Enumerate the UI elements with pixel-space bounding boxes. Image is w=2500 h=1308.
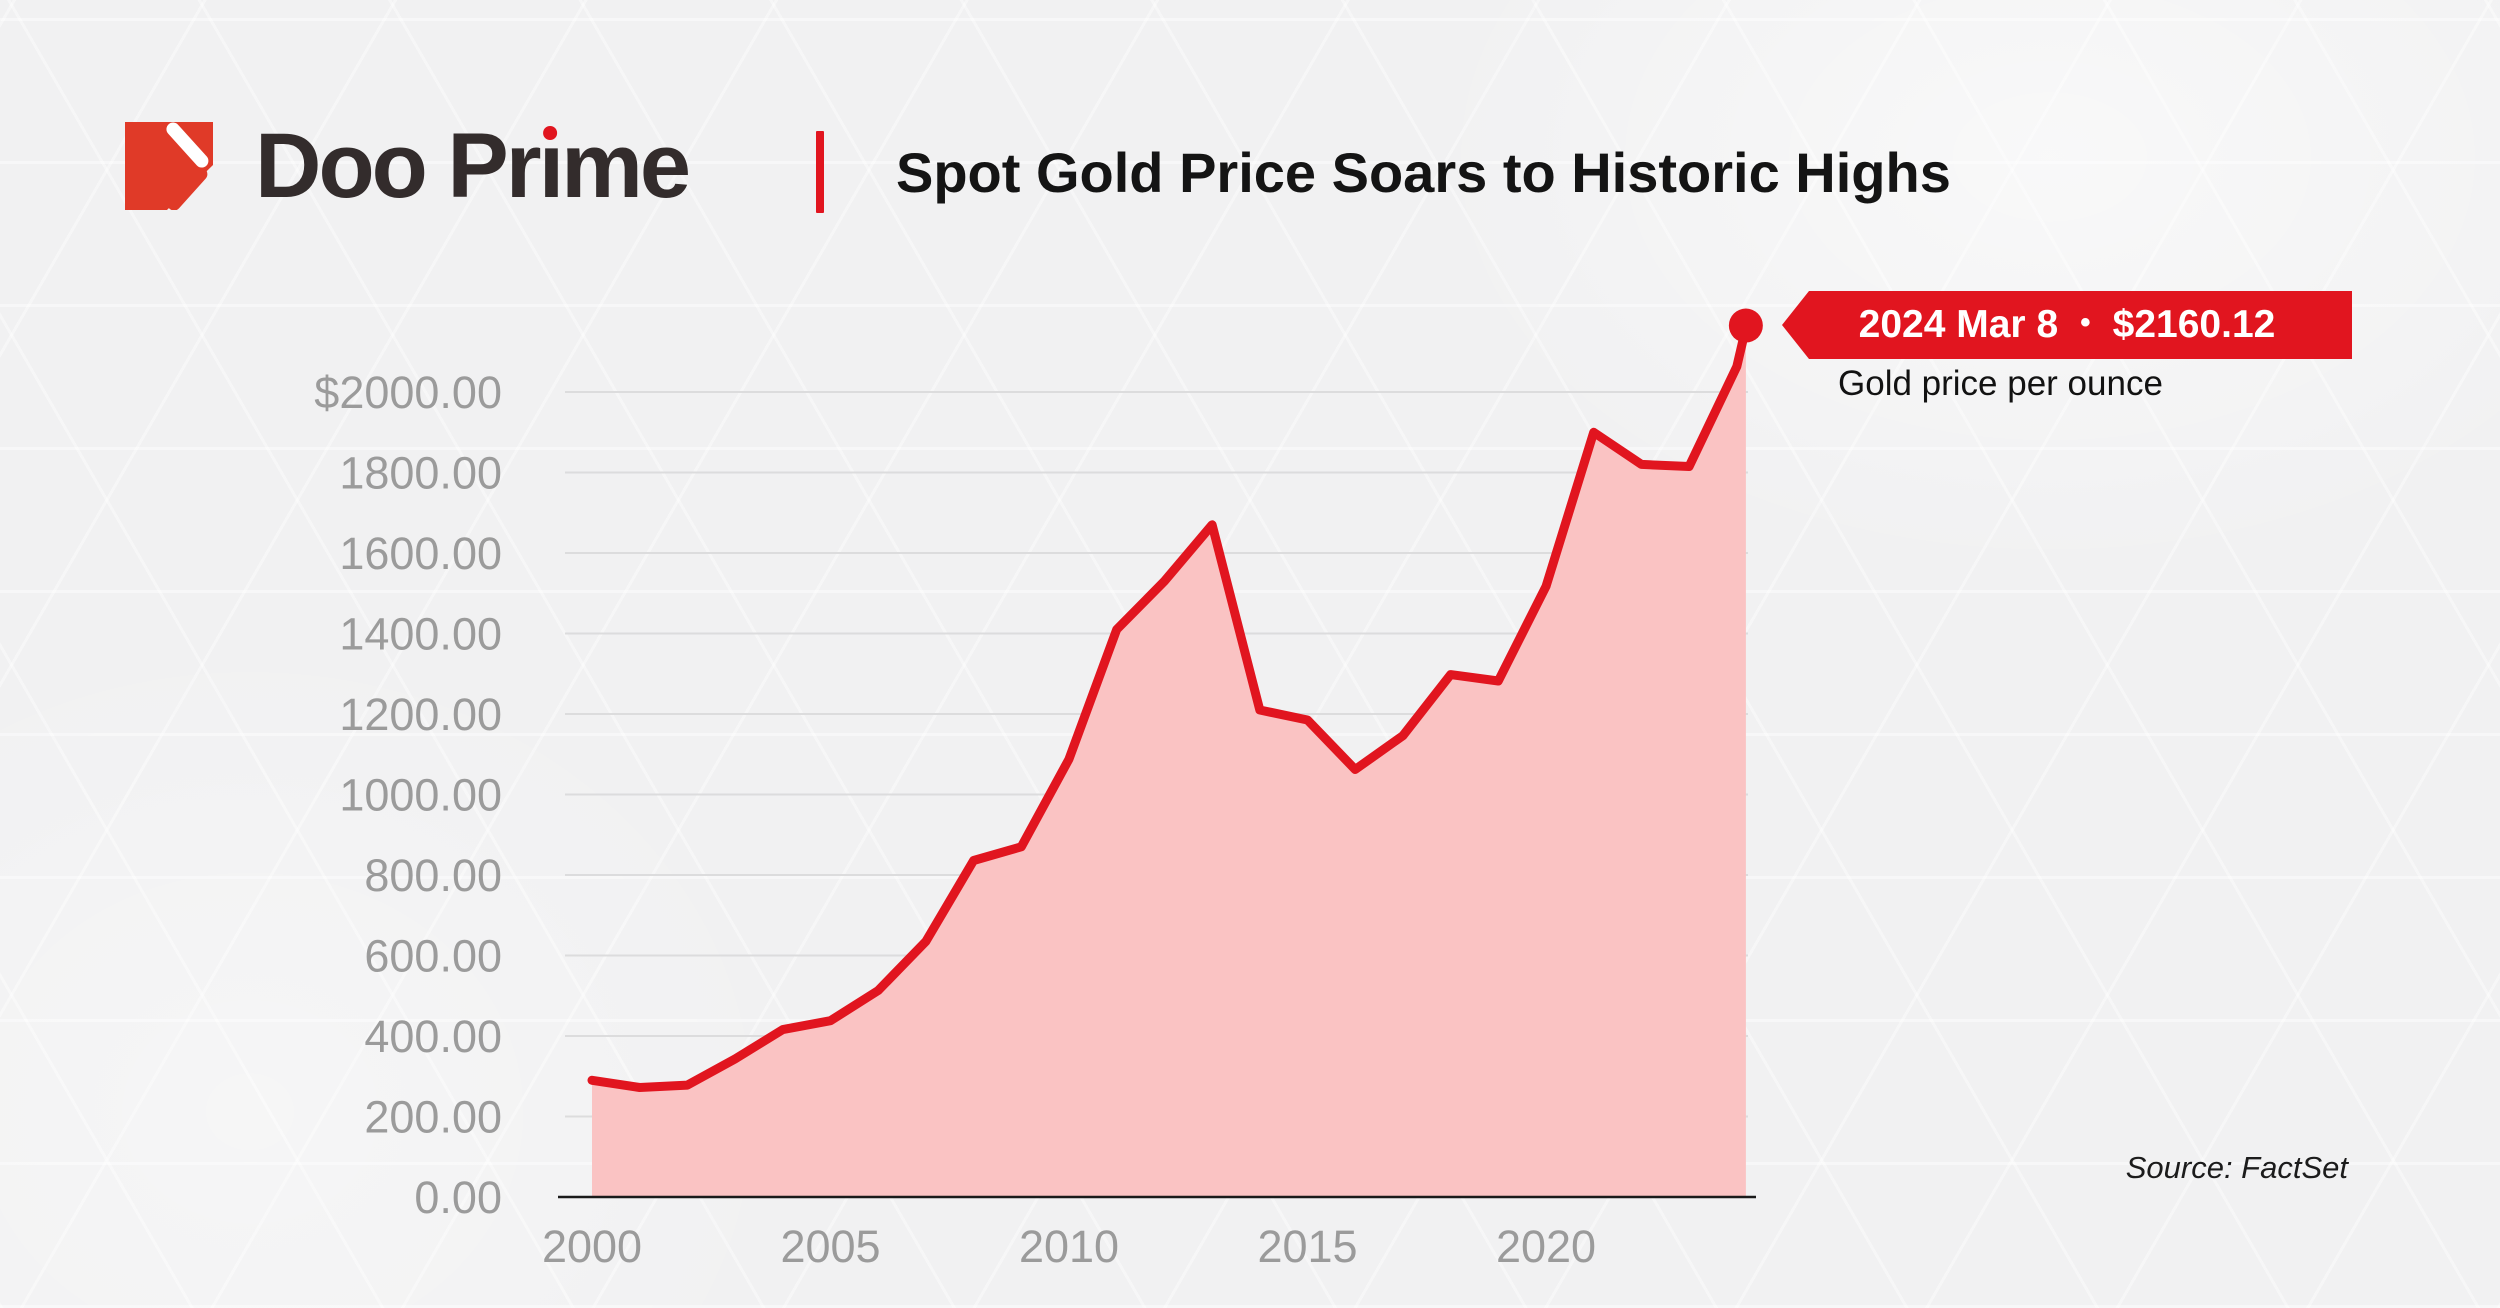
logo-text-post: me bbox=[561, 115, 691, 217]
y-tick-label: 1200.00 bbox=[339, 689, 502, 740]
x-tick-label: 2015 bbox=[1257, 1221, 1357, 1272]
x-tick-label: 2010 bbox=[1019, 1221, 1119, 1272]
y-tick-label: 200.00 bbox=[364, 1092, 502, 1143]
x-tick-label: 2020 bbox=[1496, 1221, 1596, 1272]
price-line bbox=[587, 323, 1751, 1092]
header-logo: Doo Prıme bbox=[125, 120, 691, 212]
y-tick-label: 400.00 bbox=[364, 1011, 502, 1062]
logo-text-i: ı bbox=[538, 115, 565, 217]
logo-wordmark: Doo Prıme bbox=[255, 120, 691, 212]
doo-prime-logo-icon bbox=[125, 122, 213, 210]
chart-caption: Gold price per ounce bbox=[1838, 364, 2163, 403]
price-callout-banner: 2024 Mar 8 • $2160.12 bbox=[1782, 291, 2352, 359]
y-tick-label: $2000.00 bbox=[314, 367, 502, 418]
y-tick-label: 0.00 bbox=[414, 1172, 502, 1223]
data-point-marker bbox=[1728, 308, 1763, 343]
callout-price: $2160.12 bbox=[2112, 303, 2276, 346]
x-tick-label: 2000 bbox=[542, 1221, 642, 1272]
y-tick-label: 1600.00 bbox=[339, 528, 502, 579]
callout-bullet-icon: • bbox=[2080, 306, 2091, 339]
header-title-block: Spot Gold Price Soars to Historic Highs bbox=[816, 128, 1951, 216]
x-tick-label: 2005 bbox=[780, 1221, 880, 1272]
y-tick-label: 1000.00 bbox=[339, 770, 502, 821]
y-tick-label: 800.00 bbox=[364, 850, 502, 901]
logo-text-pre: Doo Pr bbox=[255, 115, 542, 217]
page-title: Spot Gold Price Soars to Historic Highs bbox=[896, 140, 1951, 204]
callout-date: 2024 Mar 8 bbox=[1858, 303, 2059, 346]
source-credit: Source: FactSet bbox=[2125, 1150, 2348, 1185]
price-area-fill bbox=[592, 327, 1746, 1197]
title-divider-bar bbox=[816, 131, 824, 213]
y-tick-label: 1800.00 bbox=[339, 448, 502, 499]
y-tick-label: 600.00 bbox=[364, 931, 502, 982]
y-tick-label: 1400.00 bbox=[339, 609, 502, 660]
